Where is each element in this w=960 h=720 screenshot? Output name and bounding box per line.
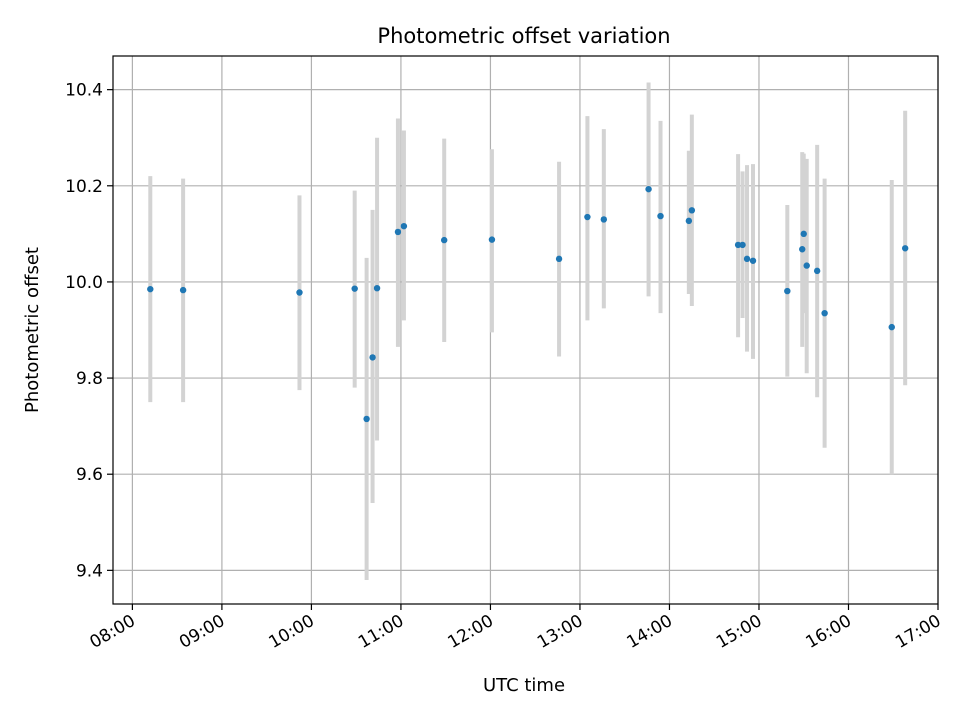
data-point	[688, 207, 696, 214]
data-point	[600, 216, 608, 223]
data-point	[734, 241, 742, 249]
y-axis-label: Photometric offset	[22, 247, 43, 413]
data-point	[803, 262, 810, 269]
data-point	[488, 236, 496, 243]
data-point	[351, 285, 358, 292]
y-tick-label: 9.6	[76, 465, 103, 485]
x-axis-label: UTC time	[483, 675, 565, 696]
y-tick-label: 9.8	[76, 369, 103, 389]
data-point	[739, 241, 746, 249]
data-point	[179, 286, 187, 294]
plot-frame	[112, 55, 939, 605]
data-point	[373, 284, 381, 292]
data-point	[901, 245, 909, 252]
data-point	[749, 257, 757, 264]
y-tick-label: 10.0	[65, 273, 103, 293]
y-tick-label: 10.4	[65, 81, 103, 101]
data-point	[555, 255, 563, 263]
data-point	[296, 289, 303, 296]
data-point	[800, 230, 807, 238]
data-point	[799, 246, 806, 253]
data-point	[888, 323, 895, 331]
data-point	[147, 285, 154, 293]
data-point	[821, 309, 828, 317]
data-point	[400, 222, 408, 230]
data-point	[363, 415, 370, 423]
data-point	[645, 185, 652, 193]
data-point	[369, 354, 376, 361]
data-point	[685, 217, 693, 225]
data-points	[147, 185, 909, 423]
data-point	[813, 267, 821, 275]
chart-title: Photometric offset variation	[377, 24, 670, 48]
data-point	[584, 213, 591, 221]
data-point	[440, 236, 448, 244]
y-axis-ticks: 9.4 9.6 9.8 10.0 10.2 10.4	[65, 81, 113, 581]
data-point	[743, 255, 751, 263]
y-tick-label: 10.2	[65, 177, 103, 197]
data-point	[784, 287, 791, 295]
y-tick-label: 9.4	[76, 561, 103, 581]
data-point	[657, 212, 664, 220]
data-point	[394, 228, 402, 236]
